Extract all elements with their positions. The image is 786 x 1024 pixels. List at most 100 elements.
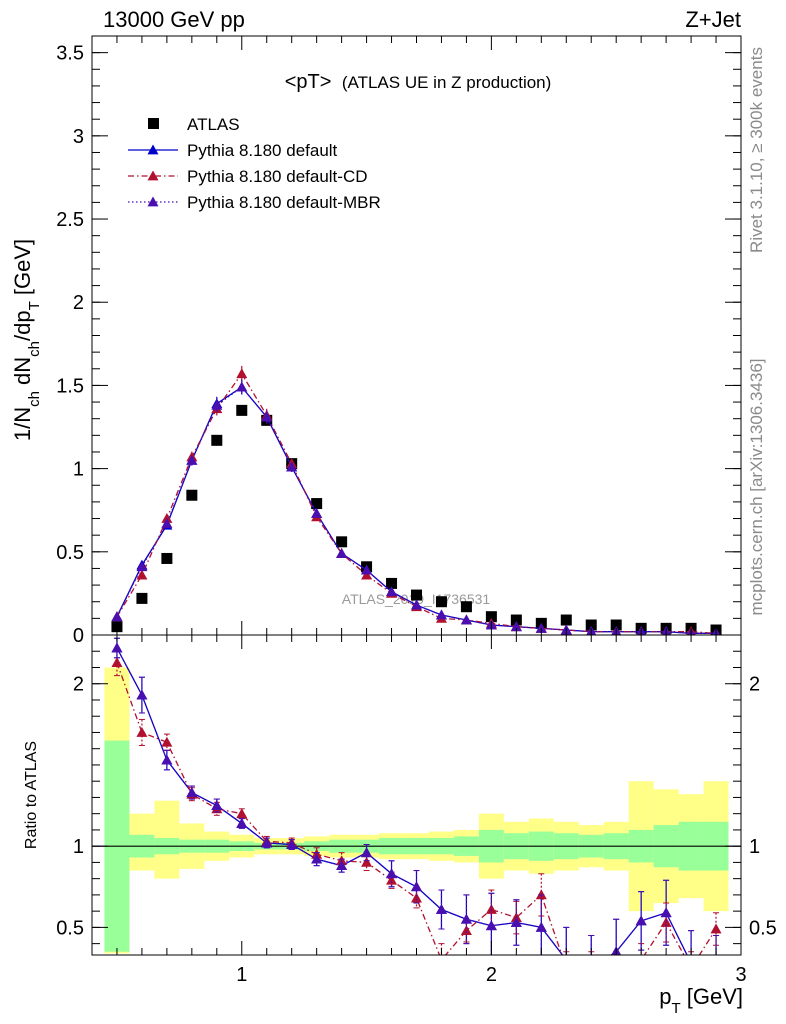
ratio-series-line [116,647,688,955]
y-tick-label: 1 [73,459,84,481]
mc-data-point [161,518,173,528]
atlas-data-point [336,536,348,548]
ratio-data-point [361,847,373,858]
ratio-data-point [686,962,697,972]
mc-data-point [161,513,173,523]
atlas-data-point [560,614,572,626]
ratio-data-point [136,689,148,700]
mc-data-point [136,561,148,572]
chart-subtitle: (ATLAS UE in Z production) [342,73,551,92]
mc-data-point [361,569,373,580]
legend-marker [147,170,159,181]
atlas-data-point [485,611,497,623]
ratio-data-point [236,817,248,828]
ratio-data-point [535,921,547,932]
ratio-data-point [586,962,597,972]
ratio-uncertainty-bands [92,667,741,954]
ratio-data-point [640,954,642,955]
x-tick-label: 3 [735,964,746,986]
y-tick-label: 3 [73,126,84,148]
ratio-data-point [586,962,597,972]
ratio-data-point [460,925,472,936]
mc-data-point [211,399,223,410]
ratio-data-point [161,754,173,765]
atlas-data-point [610,619,622,631]
ratio-series-line [116,647,688,955]
ratio-data-point [660,907,672,918]
chart-title: <pT> (ATLAS UE in Z production) [285,71,552,93]
side-label-rivet: Rivet 3.1.10, ≥ 300k events [747,47,766,253]
atlas-data-point [311,498,323,510]
ratio-data-point [565,954,567,955]
ratio-data-point [686,958,697,968]
y-tick-label-right: 0.5 [749,917,777,939]
mc-data-point [286,461,298,472]
ratio-data-point [586,962,597,972]
main-series-layer [111,365,722,635]
ratio-series-line [116,662,717,955]
mc-data-point [186,454,198,465]
ratio-data-point [136,726,148,737]
mc-data-point [361,564,373,575]
mc-data-point [411,599,422,610]
atlas-data-point [236,404,248,416]
chart-title-main: <pT> [285,71,332,93]
ratio-data-point [485,920,497,931]
ratio-data-point [311,853,323,864]
mc-data-point [111,611,123,622]
x-axis-title: pT [GeV] [659,984,743,1017]
y-tick-label: 2 [73,292,84,314]
legend-label: ATLAS [187,115,240,134]
ratio-data-point [441,954,442,955]
ratio-data-point [710,923,722,934]
ratio-data-point [111,642,123,653]
y-tick-label: 0 [73,625,84,647]
side-label-mcplots: mcplots.cern.ch [arXiv:1306.3436] [747,358,766,615]
x-tick-label: 2 [486,964,497,986]
ratio-data-point [711,962,722,972]
atlas-data-point [460,601,472,613]
header-right-label: Z+Jet [685,7,741,32]
ratio-data-point [485,904,497,914]
atlas-data-point [585,619,597,631]
ratio-data-point [435,904,447,914]
y-tick-label-right: 1 [749,836,760,858]
mc-data-point [311,508,323,518]
ratio-data-point [510,917,522,927]
y-tick-label: 0.5 [56,917,84,939]
ratio-data-point [386,868,398,879]
ratio-data-point [711,962,722,972]
y-tick-label: 1.5 [56,375,84,397]
ratio-data-point [211,800,223,810]
y-tick-label: 2.5 [56,209,84,231]
legend: ATLAS Pythia 8.180 default Pythia 8.180 de… [128,115,381,212]
ratio-data-point [286,839,298,849]
legend-marker-atlas [148,118,159,129]
legend-label: Pythia 8.180 default-CD [187,167,368,186]
ratio-data-point [161,736,173,747]
header-left-label: 13000 GeV pp [103,7,245,32]
mc-data-point [336,547,348,558]
ratio-data-point [686,958,697,968]
atlas-data-point [435,596,447,608]
y-tick-label: 2 [73,674,84,696]
ratio-data-point [411,881,422,892]
mc-data-point [136,569,148,580]
mc-data-point [236,368,248,379]
main-y-axis-title: 1/Nch dNch/dpT [GeV] [10,239,43,441]
atlas-data-point [186,489,198,501]
ratio-data-point [336,860,348,871]
ratio-axes: 1 2 3 0.5 1 2 0.5 1 2 [56,634,777,986]
ratio-data-point [460,913,472,924]
ratio-data-point [236,808,248,819]
mc-data-point [535,622,547,633]
legend-marker [147,144,159,155]
atlas-data-point [211,434,223,446]
ratio-data-point [261,837,273,848]
atlas-data-point [510,614,522,626]
legend-label: Pythia 8.180 default [187,141,338,160]
mc-data-point [261,411,273,422]
atlas-data-point [111,621,123,633]
legend-marker [147,196,159,207]
